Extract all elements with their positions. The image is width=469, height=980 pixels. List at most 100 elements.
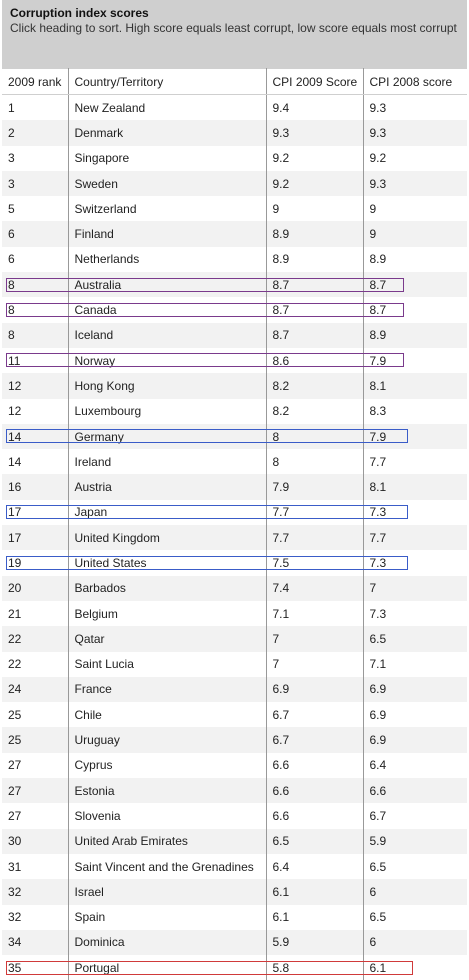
country-cell: United Kingdom — [68, 525, 266, 550]
cpi-2009-cell: 9.3 — [266, 120, 363, 145]
cpi-2009-cell: 8.6 — [266, 348, 363, 373]
rank-cell: 14 — [2, 424, 68, 449]
rank-cell: 8 — [2, 297, 68, 322]
cpi-2008-cell: 9.3 — [363, 120, 467, 145]
country-cell: Uruguay — [68, 727, 266, 752]
cpi-2009-cell: 6.5 — [266, 829, 363, 854]
country-cell: Germany — [68, 424, 266, 449]
rank-cell: 34 — [2, 930, 68, 955]
cpi-2009-cell: 7.1 — [266, 601, 363, 626]
country-cell: New Zealand — [68, 95, 266, 121]
cpi-table: 2009 rank Country/Territory CPI 2009 Sco… — [2, 68, 467, 980]
cpi-2009-cell: 6.6 — [266, 803, 363, 828]
cpi-2008-cell: 8.1 — [363, 373, 467, 398]
cpi-2008-cell: 7.3 — [363, 550, 467, 575]
cpi-2008-cell: 7 — [363, 576, 467, 601]
country-cell: Qatar — [68, 626, 266, 651]
rank-cell: 3 — [2, 146, 68, 171]
rank-cell: 30 — [2, 829, 68, 854]
cpi-2009-cell: 6.6 — [266, 753, 363, 778]
table-subtitle: Click heading to sort. High score equals… — [10, 21, 459, 36]
cpi-2009-cell: 6.6 — [266, 778, 363, 803]
cpi-2008-cell: 7.3 — [363, 601, 467, 626]
country-cell: Canada — [68, 297, 266, 322]
cpi-2008-cell: 8.7 — [363, 272, 467, 297]
country-cell: Slovenia — [68, 803, 266, 828]
rank-cell: 5 — [2, 196, 68, 221]
cpi-2009-cell: 9.2 — [266, 171, 363, 196]
country-cell: Denmark — [68, 120, 266, 145]
country-cell: Australia — [68, 272, 266, 297]
column-header-cpi-2009[interactable]: CPI 2009 Score — [266, 69, 363, 95]
table-title: Corruption index scores — [10, 6, 459, 20]
country-cell: Switzerland — [68, 196, 266, 221]
rank-cell: 24 — [2, 677, 68, 702]
country-cell: Barbados — [68, 576, 266, 601]
country-cell: Luxembourg — [68, 399, 266, 424]
column-header-rank[interactable]: 2009 rank — [2, 69, 68, 95]
country-cell: Netherlands — [68, 247, 266, 272]
country-cell: Belgium — [68, 601, 266, 626]
column-header-cpi-2008[interactable]: CPI 2008 score — [363, 69, 467, 95]
cpi-2008-cell: 7.7 — [363, 525, 467, 550]
country-cell: Norway — [68, 348, 266, 373]
cpi-2009-cell: 8.9 — [266, 247, 363, 272]
cpi-2008-cell: 9.3 — [363, 95, 467, 121]
column-header-row: 2009 rank Country/Territory CPI 2009 Sco… — [2, 69, 467, 95]
cpi-2008-cell: 9.2 — [363, 146, 467, 171]
cpi-2009-cell: 8 — [266, 424, 363, 449]
cpi-2009-cell: 7.7 — [266, 500, 363, 525]
cpi-2009-cell: 9 — [266, 196, 363, 221]
column-header-country[interactable]: Country/Territory — [68, 69, 266, 95]
rank-cell: 22 — [2, 652, 68, 677]
country-cell: Estonia — [68, 778, 266, 803]
cpi-2008-cell: 8.9 — [363, 247, 467, 272]
cpi-2009-cell: 9.2 — [266, 146, 363, 171]
rank-cell: 17 — [2, 525, 68, 550]
cpi-2009-cell: 6.4 — [266, 854, 363, 879]
rank-cell: 19 — [2, 550, 68, 575]
cpi-2008-cell: 6.6 — [363, 778, 467, 803]
cpi-2009-cell: 5.8 — [266, 955, 363, 980]
country-cell: France — [68, 677, 266, 702]
cpi-2008-cell: 8.7 — [363, 297, 467, 322]
rank-cell: 35 — [2, 955, 68, 980]
cpi-2009-cell: 8.9 — [266, 221, 363, 246]
cpi-2009-cell: 8 — [266, 449, 363, 474]
cpi-2008-cell: 6.7 — [363, 803, 467, 828]
cpi-2008-cell: 9 — [363, 221, 467, 246]
country-cell: Hong Kong — [68, 373, 266, 398]
country-cell: Sweden — [68, 171, 266, 196]
table-header-panel: Corruption index scores Click heading to… — [2, 0, 467, 68]
country-cell: Portugal — [68, 955, 266, 980]
cpi-2008-cell: 6 — [363, 930, 467, 955]
country-cell: Saint Vincent and the Grenadines — [68, 854, 266, 879]
rank-cell: 27 — [2, 753, 68, 778]
cpi-2008-cell: 6.9 — [363, 677, 467, 702]
cpi-2009-cell: 7.9 — [266, 474, 363, 499]
rank-cell: 12 — [2, 373, 68, 398]
cpi-2009-cell: 7.5 — [266, 550, 363, 575]
rank-cell: 20 — [2, 576, 68, 601]
